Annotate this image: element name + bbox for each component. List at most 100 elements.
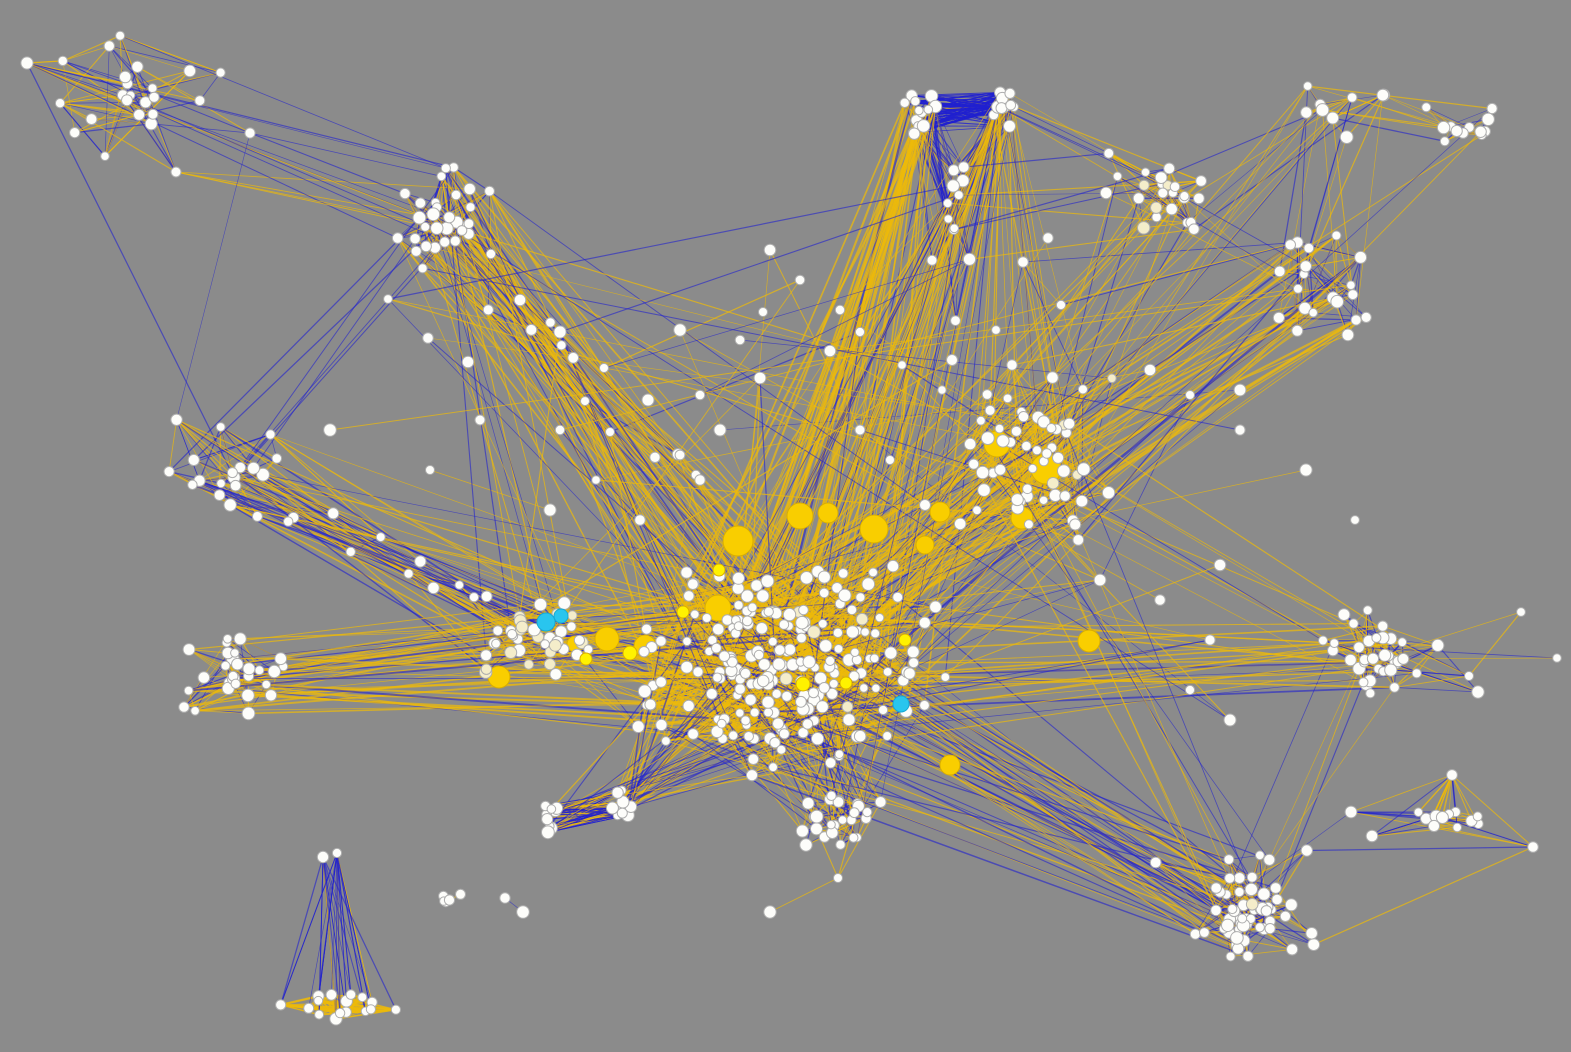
graph-node[interactable] [810,732,825,746]
graph-node[interactable] [1069,518,1082,531]
graph-node[interactable] [996,434,1010,448]
graph-node[interactable] [274,652,288,666]
graph-node[interactable] [1072,534,1085,546]
graph-node[interactable] [147,83,158,94]
graph-node[interactable] [855,612,869,626]
graph-node[interactable] [480,663,493,675]
graph-node[interactable] [256,467,270,482]
graph-node[interactable] [118,70,132,84]
graph-node[interactable] [763,243,777,257]
graph-node[interactable] [758,307,768,317]
graph-node[interactable] [1413,807,1424,818]
graph-node[interactable] [463,218,475,230]
graph-node[interactable] [781,690,793,702]
graph-node[interactable] [178,701,190,713]
graph-node[interactable] [504,646,518,659]
graph-node[interactable] [892,591,904,603]
graph-node[interactable] [946,354,958,366]
graph-node[interactable] [842,713,856,727]
graph-node[interactable] [980,431,995,446]
graph-node[interactable] [1017,256,1029,268]
graph-node[interactable] [1077,384,1089,395]
graph-node[interactable] [133,108,146,121]
graph-node[interactable] [817,618,828,629]
graph-node[interactable] [802,718,814,730]
graph-node[interactable] [1052,451,1065,464]
graph-node[interactable] [468,592,480,603]
graph-node[interactable] [1344,653,1357,667]
graph-node[interactable] [403,568,414,579]
graph-node-yellow[interactable] [622,645,638,661]
graph-node[interactable] [331,847,343,859]
graph-node[interactable] [541,813,554,826]
graph-node[interactable] [831,582,843,594]
graph-node[interactable] [264,689,278,702]
graph-node[interactable] [1269,882,1282,894]
graph-node[interactable] [1389,682,1400,693]
graph-node[interactable] [222,634,233,644]
graph-node[interactable] [1046,371,1059,384]
graph-node-gold[interactable] [1077,629,1101,653]
graph-node[interactable] [1350,515,1360,525]
graph-node[interactable] [220,660,231,671]
graph-node[interactable] [908,127,921,140]
graph-node[interactable] [417,263,428,274]
graph-node[interactable] [753,649,765,661]
graph-node[interactable] [794,274,806,286]
graph-node[interactable] [1308,307,1318,318]
graph-node[interactable] [882,731,893,741]
graph-node[interactable] [774,644,786,656]
graph-node[interactable] [848,832,859,843]
graph-node[interactable] [197,671,211,684]
graph-node[interactable] [953,190,964,201]
graph-node[interactable] [1318,635,1328,646]
graph-node[interactable] [465,202,476,213]
graph-node[interactable] [1234,886,1245,898]
graph-node[interactable] [215,422,226,432]
graph-node[interactable] [884,646,898,660]
graph-node[interactable] [1271,893,1283,906]
graph-node[interactable] [782,607,797,622]
graph-node[interactable] [241,688,255,703]
graph-node[interactable] [1303,242,1315,254]
graph-node[interactable] [818,587,830,599]
graph-node[interactable] [687,728,699,740]
graph-node[interactable] [1204,634,1216,646]
graph-node[interactable] [316,850,330,864]
graph-node[interactable] [234,461,247,474]
graph-node[interactable] [20,56,34,70]
graph-node[interactable] [908,657,920,669]
graph-node[interactable] [869,653,880,664]
graph-node[interactable] [1358,677,1369,688]
graph-node[interactable] [712,623,725,636]
graph-node[interactable] [1284,898,1298,912]
graph-node[interactable] [414,555,427,568]
graph-node[interactable] [85,113,98,126]
graph-node[interactable] [391,232,404,244]
graph-node[interactable] [427,581,440,595]
graph-node[interactable] [556,340,567,351]
graph-node[interactable] [1154,171,1168,185]
graph-node[interactable] [949,223,960,234]
graph-node[interactable] [591,475,601,485]
graph-node[interactable] [834,749,845,760]
graph-node[interactable] [799,571,814,585]
graph-node[interactable] [1046,423,1057,434]
graph-node[interactable] [1439,136,1450,147]
graph-node[interactable] [776,744,787,755]
graph-node[interactable] [886,559,900,573]
graph-node[interactable] [833,873,843,883]
graph-node[interactable] [801,796,815,810]
graph-node[interactable] [390,1004,401,1015]
graph-node[interactable] [1103,147,1115,159]
graph-node[interactable] [251,510,263,522]
graph-node[interactable] [682,636,692,647]
graph-node[interactable] [1286,943,1299,956]
graph-node[interactable] [845,625,860,639]
graph-node[interactable] [548,639,562,652]
graph-node[interactable] [216,478,226,489]
graph-node[interactable] [1330,294,1344,309]
graph-node[interactable] [962,252,977,266]
graph-node[interactable] [694,389,706,401]
graph-node[interactable] [566,621,577,632]
